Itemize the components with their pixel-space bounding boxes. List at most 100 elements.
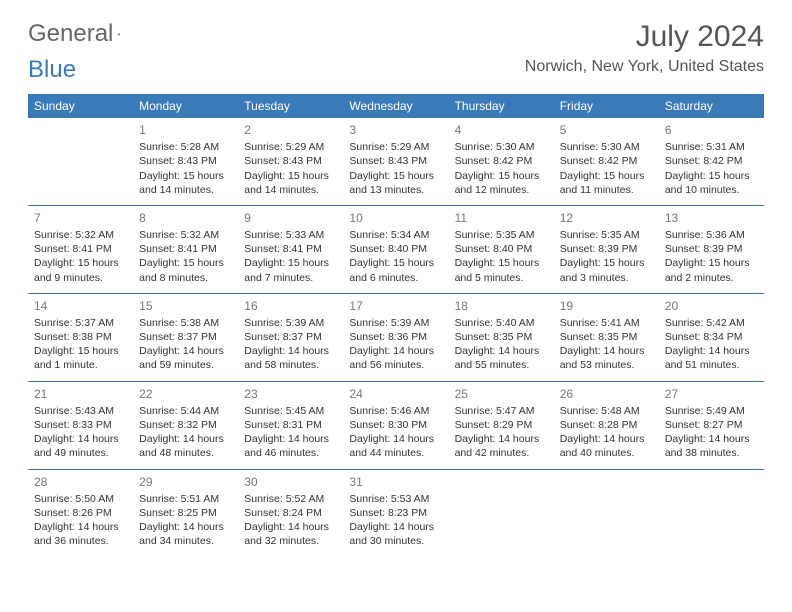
- daylight-text: Daylight: 14 hours and 58 minutes.: [244, 344, 337, 372]
- col-mon: Monday: [133, 94, 238, 118]
- sunrise-text: Sunrise: 5:37 AM: [34, 316, 127, 330]
- calendar-cell: 6Sunrise: 5:31 AMSunset: 8:42 PMDaylight…: [659, 118, 764, 205]
- sunrise-text: Sunrise: 5:34 AM: [349, 228, 442, 242]
- daylight-text: Daylight: 15 hours and 6 minutes.: [349, 256, 442, 284]
- calendar-row: 14 Sunrise: 5:37 AMSunset: 8:38 PM Dayligh…: [28, 293, 764, 381]
- logo-word1: General: [28, 20, 113, 48]
- day-number: 13: [665, 210, 758, 226]
- day-number: 6: [665, 122, 758, 138]
- sunset-text: Sunset: 8:37 PM: [139, 330, 232, 344]
- daylight-text: Daylight: 15 hours and 2 minutes.: [665, 256, 758, 284]
- calendar-cell: 22Sunrise: 5:44 AMSunset: 8:32 PMDayligh…: [133, 381, 238, 469]
- sunrise-text: Sunrise: 5:51 AM: [139, 492, 232, 506]
- col-fri: Friday: [554, 94, 659, 118]
- sunset-text: Sunset: 8:35 PM: [455, 330, 548, 344]
- sunrise-text: Sunrise: 5:32 AM: [139, 228, 232, 242]
- sunrise-text: Sunrise: 5:38 AM: [139, 316, 232, 330]
- day-number: 4: [455, 122, 548, 138]
- daylight-text: Daylight: 14 hours and 32 minutes.: [244, 520, 337, 548]
- sunrise-text: Sunrise: 5:40 AM: [455, 316, 548, 330]
- calendar-cell: 13Sunrise: 5:36 AMSunset: 8:39 PMDayligh…: [659, 205, 764, 293]
- sunset-text: Sunset: 8:34 PM: [665, 330, 758, 344]
- calendar-cell: 15 Sunrise: 5:38 AMSunset: 8:37 PMDayligh…: [133, 293, 238, 381]
- sunset-text: Sunset: 8:26 PM: [34, 506, 127, 520]
- calendar-row: 28Sunrise: 5:50 AMSunset: 8:26 PMDayligh…: [28, 469, 764, 556]
- calendar-row: 7Sunrise: 5:32 AMSunset: 8:41 PMDaylight…: [28, 205, 764, 293]
- sunrise-text: Sunrise: 5:52 AM: [244, 492, 337, 506]
- daylight-text: Daylight: 14 hours and 49 minutes.: [34, 432, 127, 460]
- sunrise-text: Sunrise: 5:35 AM: [455, 228, 548, 242]
- sunset-text: Sunset: 8:29 PM: [455, 418, 548, 432]
- sunset-text: Sunset: 8:37 PM: [244, 330, 337, 344]
- sunrise-text: Sunrise: 5:41 AM: [560, 316, 653, 330]
- sunset-text: Sunset: 8:43 PM: [139, 154, 232, 168]
- day-number: 24: [349, 386, 442, 402]
- col-tue: Tuesday: [238, 94, 343, 118]
- daylight-text: Daylight: 15 hours and 14 minutes.: [244, 169, 337, 197]
- calendar-row: 21Sunrise: 5:43 AMSunset: 8:33 PMDayligh…: [28, 381, 764, 469]
- day-number: 12: [560, 210, 653, 226]
- calendar-cell: 1Sunrise: 5:28 AMSunset: 8:43 PMDaylight…: [133, 118, 238, 205]
- calendar-cell: 29Sunrise: 5:51 AMSunset: 8:25 PMDayligh…: [133, 469, 238, 556]
- sunset-text: Sunset: 8:42 PM: [560, 154, 653, 168]
- calendar-cell: 18Sunrise: 5:40 AMSunset: 8:35 PMDayligh…: [449, 293, 554, 381]
- sunset-text: Sunset: 8:35 PM: [560, 330, 653, 344]
- day-number: 23: [244, 386, 337, 402]
- calendar-cell: 14Sunrise: 5:37 AMSunset: 8:38 PMDayligh…: [28, 293, 133, 381]
- daylight-text: Daylight: 14 hours and 56 minutes.: [349, 344, 442, 372]
- day-number: 5: [560, 122, 653, 138]
- daylight-text: Daylight: 14 hours and 46 minutes.: [244, 432, 337, 460]
- daylight-text: Daylight: 14 hours and 59 minutes.: [139, 344, 232, 372]
- sunset-text: Sunset: 8:31 PM: [244, 418, 337, 432]
- sunrise-text: Sunrise: 5:29 AM: [244, 140, 337, 154]
- calendar-cell: 28 Sunrise: 5:50 AMSunset: 8:26 PMDayligh…: [28, 469, 133, 556]
- calendar-cell: 3Sunrise: 5:29 AMSunset: 8:43 PMDaylight…: [343, 118, 448, 205]
- day-number: 8: [139, 210, 232, 226]
- daylight-text: Daylight: 14 hours and 51 minutes.: [665, 344, 758, 372]
- daylight-text: Daylight: 15 hours and 8 minutes.: [139, 256, 232, 284]
- logo-word2: Blue: [28, 56, 76, 84]
- sunrise-text: Sunrise: 5:30 AM: [455, 140, 548, 154]
- calendar-cell: 10Sunrise: 5:34 AMSunset: 8:40 PMDayligh…: [343, 205, 448, 293]
- sunrise-text: Sunrise: 5:47 AM: [455, 404, 548, 418]
- day-number: 9: [244, 210, 337, 226]
- calendar-cell: 27Sunrise: 5:49 AMSunset: 8:27 PMDayligh…: [659, 381, 764, 469]
- day-number: 17: [349, 298, 442, 314]
- day-number: 11: [455, 210, 548, 226]
- daylight-text: Daylight: 15 hours and 9 minutes.: [34, 256, 127, 284]
- daylight-text: Daylight: 15 hours and 12 minutes.: [455, 169, 548, 197]
- sunset-text: Sunset: 8:30 PM: [349, 418, 442, 432]
- daylight-text: Daylight: 15 hours and 5 minutes.: [455, 256, 548, 284]
- day-number: 14: [34, 298, 127, 314]
- calendar-cell: 31Sunrise: 5:53 AMSunset: 8:23 PMDayligh…: [343, 469, 448, 556]
- sunrise-text: Sunrise: 5:39 AM: [244, 316, 337, 330]
- day-number: 21: [34, 386, 127, 402]
- calendar-cell: 11Sunrise: 5:35 AMSunset: 8:40 PMDayligh…: [449, 205, 554, 293]
- daylight-text: Daylight: 14 hours and 36 minutes.: [34, 520, 127, 548]
- calendar-cell: 16Sunrise: 5:39 AMSunset: 8:37 PMDayligh…: [238, 293, 343, 381]
- calendar-cell: 24 Sunrise: 5:46 AMSunset: 8:30 PMDayligh…: [343, 381, 448, 469]
- day-number: 15: [139, 298, 232, 314]
- day-number: 19: [560, 298, 653, 314]
- sunrise-text: Sunrise: 5:46 AM: [349, 404, 442, 418]
- day-number: 28: [34, 474, 127, 490]
- day-number: 3: [349, 122, 442, 138]
- sunrise-text: Sunrise: 5:50 AM: [34, 492, 127, 506]
- col-thu: Thursday: [449, 94, 554, 118]
- sunset-text: Sunset: 8:24 PM: [244, 506, 337, 520]
- sunset-text: Sunset: 8:43 PM: [349, 154, 442, 168]
- daylight-text: Daylight: 14 hours and 44 minutes.: [349, 432, 442, 460]
- calendar-cell: 8Sunrise: 5:32 AMSunset: 8:41 PMDaylight…: [133, 205, 238, 293]
- col-sat: Saturday: [659, 94, 764, 118]
- calendar-cell: [449, 469, 554, 556]
- sunset-text: Sunset: 8:38 PM: [34, 330, 127, 344]
- sunset-text: Sunset: 8:25 PM: [139, 506, 232, 520]
- calendar-cell: 19Sunrise: 5:41 AMSunset: 8:35 PMDayligh…: [554, 293, 659, 381]
- sunrise-text: Sunrise: 5:33 AM: [244, 228, 337, 242]
- sunset-text: Sunset: 8:33 PM: [34, 418, 127, 432]
- logo: General: [28, 20, 139, 48]
- sunset-text: Sunset: 8:40 PM: [349, 242, 442, 256]
- sunrise-text: Sunrise: 5:42 AM: [665, 316, 758, 330]
- daylight-text: Daylight: 15 hours and 10 minutes.: [665, 169, 758, 197]
- day-number: 20: [665, 298, 758, 314]
